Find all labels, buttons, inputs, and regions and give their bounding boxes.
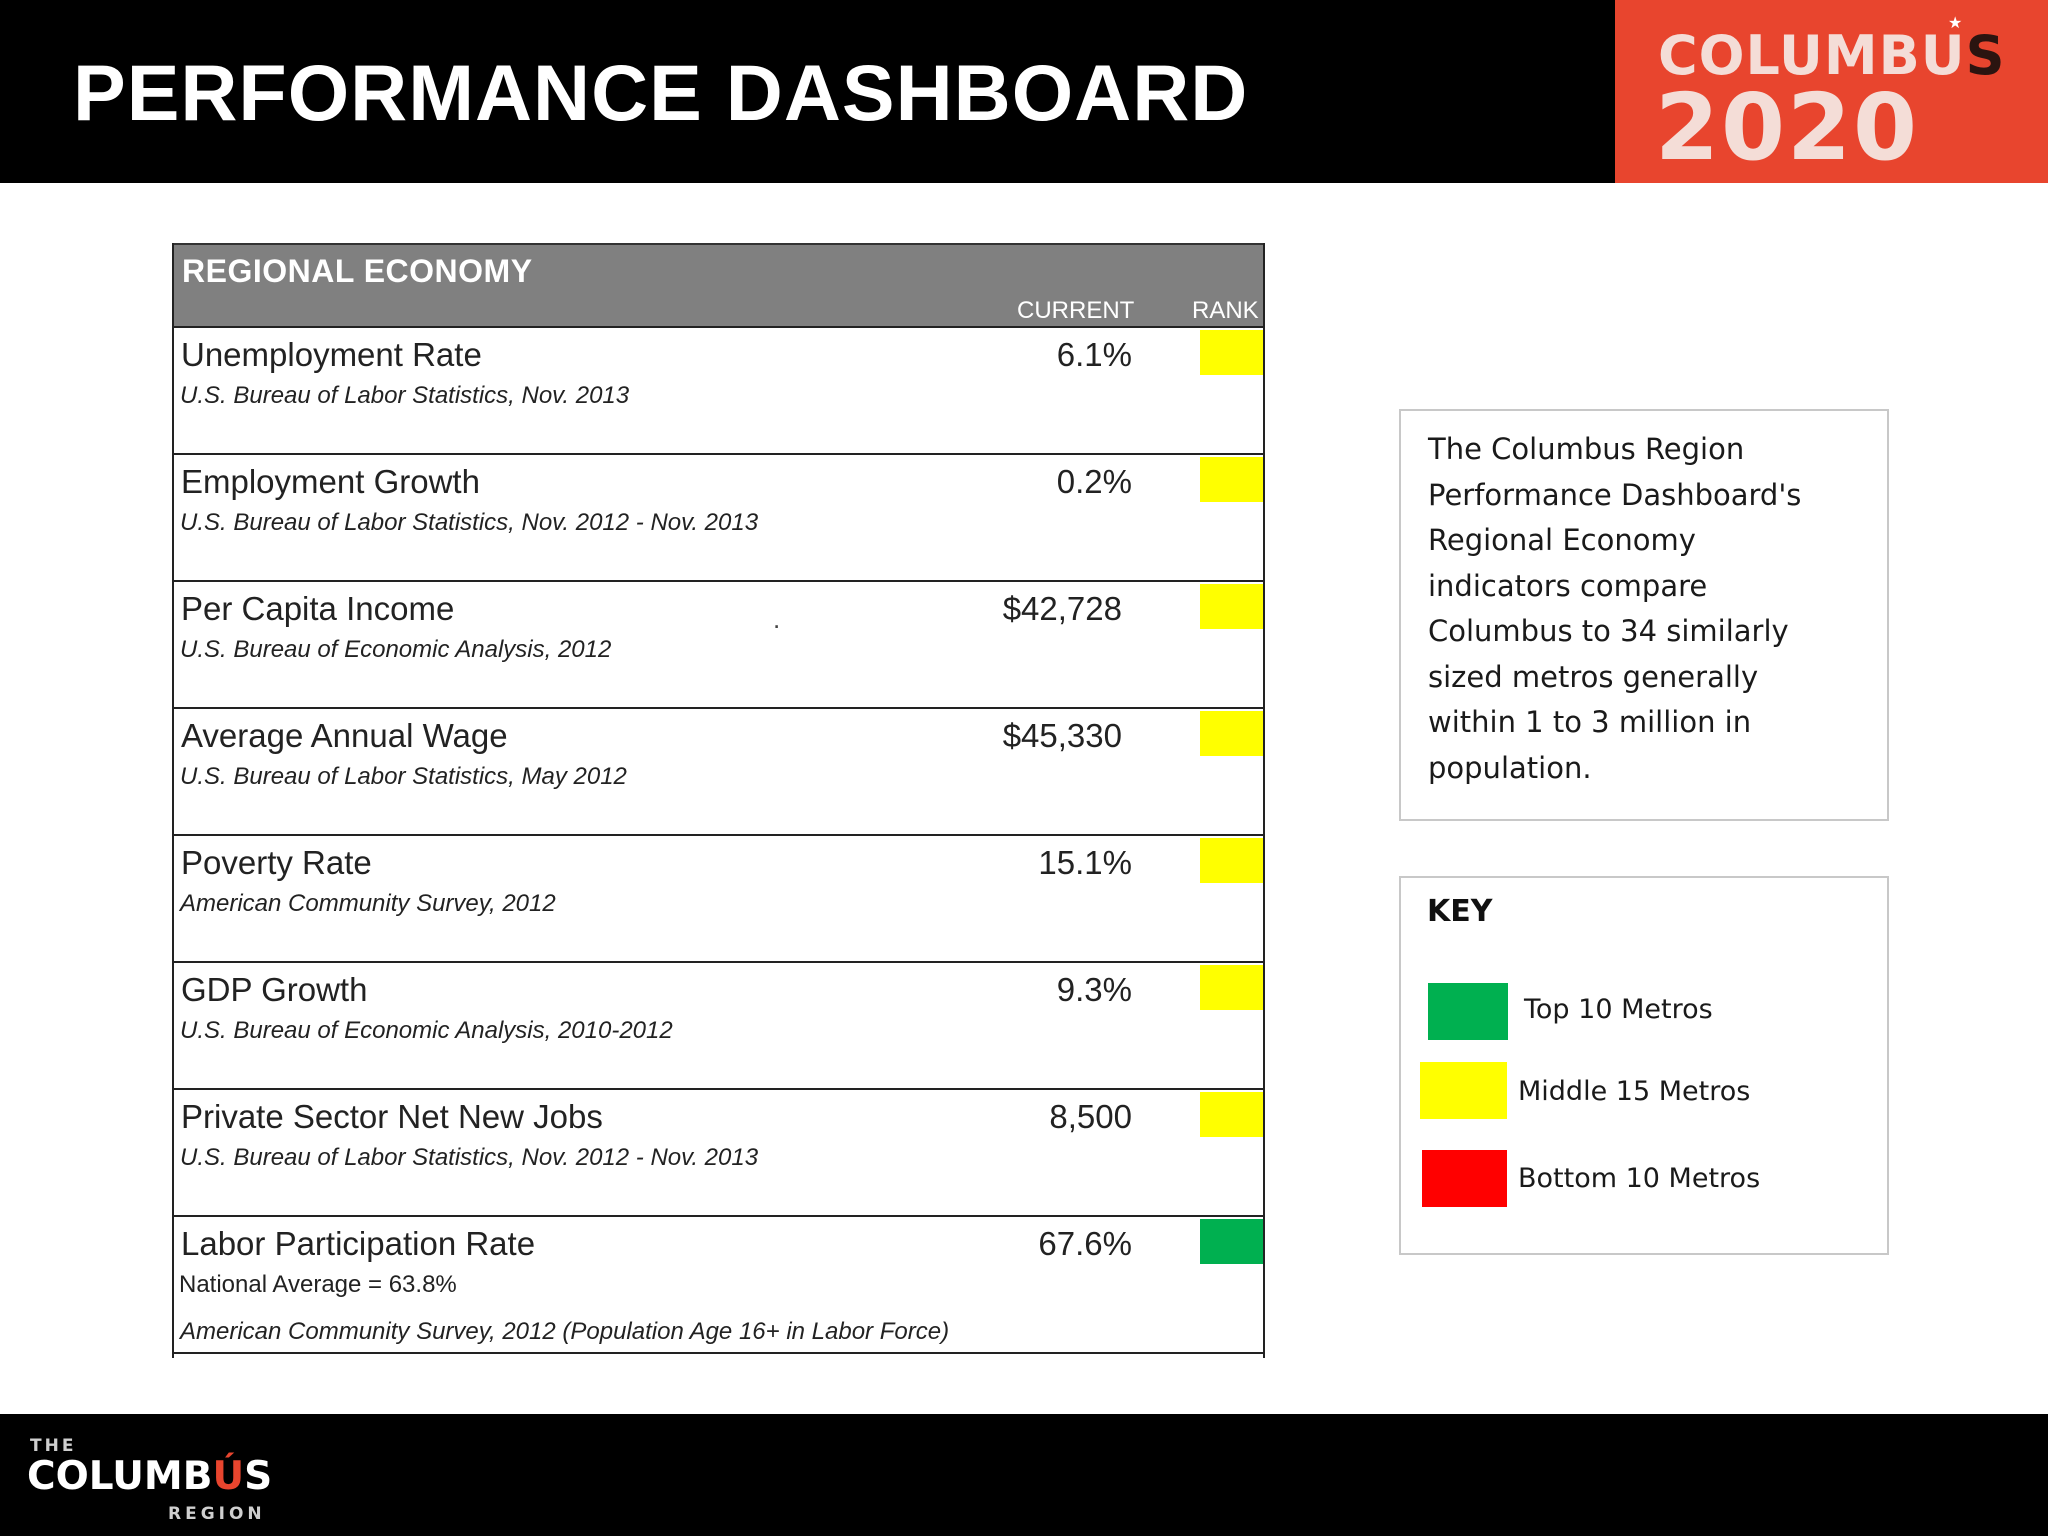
metric-value: 8,500 (1049, 1098, 1132, 1135)
footer-logo-region: REGION (168, 1504, 266, 1524)
footer-logo-the: THE (30, 1436, 77, 1456)
metric-note: National Average = 63.8% (179, 1271, 457, 1298)
metric-name: Employment Growth (181, 463, 480, 500)
key-label-middle: Middle 15 Metros (1518, 1076, 1751, 1107)
metric-name: Private Sector Net New Jobs (181, 1098, 603, 1135)
metric-name: Per Capita Income (181, 590, 455, 627)
description-panel: The Columbus Region Performance Dashboar… (1399, 409, 1889, 821)
metric-value: 0.2% (1056, 463, 1132, 500)
logo-year: 2020 (1655, 74, 1920, 181)
metric-value: 67.6% (1038, 1225, 1132, 1262)
rank-indicator (1200, 1219, 1263, 1264)
metric-name: GDP Growth (181, 971, 368, 1008)
regional-economy-table: REGIONAL ECONOMY CURRENT RANK Unemployme… (172, 243, 1265, 1358)
description-line: The Columbus Region (1428, 432, 1745, 466)
column-header-current: CURRENT (1017, 297, 1135, 324)
key-swatch-middle (1420, 1062, 1507, 1119)
header-bar: PERFORMANCE DASHBOARD COLUMBUS ★ 2020 (0, 0, 2048, 183)
column-header-rank: RANK (1192, 297, 1259, 324)
metric-value: 9.3% (1056, 971, 1132, 1008)
metric-value: 6.1% (1056, 336, 1132, 373)
rank-indicator (1200, 965, 1263, 1010)
metric-value: 15.1% (1038, 844, 1132, 881)
description-line: population. (1428, 750, 1592, 785)
stray-mark: . (773, 604, 781, 634)
rank-indicator (1200, 330, 1263, 375)
logo-wordmark: COLUMBUS (1658, 24, 2006, 87)
metric-source: U.S. Bureau of Labor Statistics, May 201… (180, 763, 627, 790)
table-header: REGIONAL ECONOMY CURRENT RANK (174, 243, 1263, 328)
star-icon: ★ (1948, 15, 1963, 32)
metric-source: American Community Survey, 2012 (180, 890, 556, 917)
rank-indicator (1200, 457, 1263, 502)
table-row: Private Sector Net New Jobs U.S. Bureau … (174, 1090, 1263, 1217)
metric-source: U.S. Bureau of Labor Statistics, Nov. 20… (180, 1144, 759, 1171)
table-title: REGIONAL ECONOMY (182, 253, 533, 289)
key-title: KEY (1427, 894, 1493, 929)
page-title: PERFORMANCE DASHBOARD (73, 48, 1249, 137)
key-legend: KEY Top 10 Metros Middle 15 Metros Botto… (1399, 876, 1889, 1255)
metric-source: U.S. Bureau of Economic Analysis, 2010-2… (180, 1017, 673, 1044)
metric-value: $42,728 (1002, 590, 1122, 627)
description-line: within 1 to 3 million in (1428, 705, 1752, 739)
metric-source: American Community Survey, 2012 (Populat… (180, 1318, 950, 1345)
metric-name: Unemployment Rate (181, 336, 482, 373)
table-row: Per Capita Income . U.S. Bureau of Econo… (174, 582, 1263, 709)
metric-name: Labor Participation Rate (181, 1225, 536, 1262)
key-label-bottom: Bottom 10 Metros (1518, 1163, 1761, 1194)
metric-source: U.S. Bureau of Labor Statistics, Nov. 20… (180, 509, 759, 536)
columbus-2020-logo: COLUMBUS ★ 2020 (1615, 0, 2048, 183)
description-line: indicators compare (1428, 568, 1708, 603)
rank-indicator (1200, 711, 1263, 756)
rank-indicator (1200, 1092, 1263, 1137)
description-line: Columbus to 34 similarly (1428, 614, 1789, 648)
key-label-top: Top 10 Metros (1524, 994, 1713, 1025)
footer-bar: THE COLUMBÚS REGION (0, 1414, 2048, 1536)
description-line: sized metros generally (1428, 659, 1759, 694)
key-swatch-bottom (1422, 1150, 1507, 1207)
footer-logo-wordmark: COLUMBÚS (27, 1454, 273, 1499)
table-row: Employment Growth U.S. Bureau of Labor S… (174, 455, 1263, 582)
table-row: Labor Participation Rate National Averag… (174, 1217, 1263, 1354)
metric-name: Average Annual Wage (181, 717, 508, 754)
table-row: Unemployment Rate U.S. Bureau of Labor S… (174, 328, 1263, 455)
rank-indicator (1200, 584, 1263, 629)
metric-source: U.S. Bureau of Labor Statistics, Nov. 20… (180, 382, 630, 409)
table-row: Poverty Rate American Community Survey, … (174, 836, 1263, 963)
table-row: GDP Growth U.S. Bureau of Economic Analy… (174, 963, 1263, 1090)
key-swatch-top (1428, 983, 1508, 1040)
description-line: Regional Economy (1428, 523, 1696, 557)
metric-value: $45,330 (1002, 717, 1122, 754)
description-line: Performance Dashboard's (1428, 477, 1802, 512)
metric-name: Poverty Rate (181, 844, 372, 881)
table-row: Average Annual Wage U.S. Bureau of Labor… (174, 709, 1263, 836)
metric-source: U.S. Bureau of Economic Analysis, 2012 (180, 636, 612, 663)
description-text: The Columbus Region Performance Dashboar… (1428, 427, 1868, 791)
rank-indicator (1200, 838, 1263, 883)
